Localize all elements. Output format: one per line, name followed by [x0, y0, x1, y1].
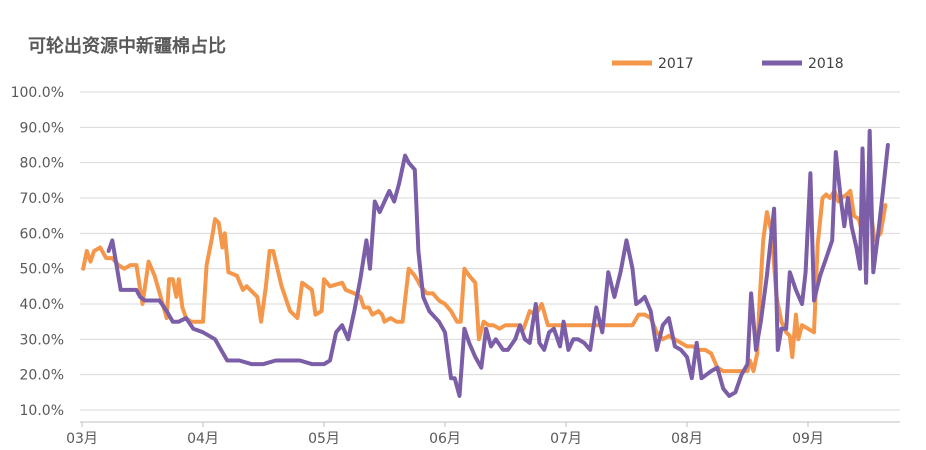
legend-label-2018: 2018 [808, 56, 844, 72]
x-axis-ticks: 03月 04月 05月 06月 07月 08月 09月 [66, 422, 824, 447]
gridlines [80, 91, 900, 411]
x-tick-label: 07月 [550, 431, 582, 447]
y-tick-label: 30.0% [20, 332, 64, 348]
x-tick-label: 08月 [671, 431, 703, 447]
y-tick-label: 20.0% [20, 368, 64, 384]
y-tick-label: 60.0% [20, 226, 64, 242]
x-tick-label: 03月 [66, 431, 98, 447]
y-tick-label: 100.0% [11, 85, 64, 101]
x-tick-label: 04月 [187, 431, 219, 447]
legend: 2017 2018 [612, 56, 844, 72]
y-tick-label: 90.0% [20, 120, 64, 136]
y-tick-label: 80.0% [20, 156, 64, 172]
y-tick-label: 50.0% [20, 262, 64, 278]
y-tick-label: 40.0% [20, 297, 64, 313]
y-axis-ticks: 100.0% 90.0% 80.0% 70.0% 60.0% 50.0% 40.0% 30.0… [11, 85, 64, 419]
x-tick-label: 05月 [308, 431, 340, 447]
legend-label-2017: 2017 [658, 56, 694, 72]
x-tick-label: 09月 [792, 431, 824, 447]
x-tick-label: 06月 [429, 431, 461, 447]
series-lines [81, 128, 890, 398]
chart-title: 可轮出资源中新疆棉占比 [28, 35, 226, 57]
series-line-2018 [106, 128, 890, 398]
y-tick-label: 70.0% [20, 191, 64, 207]
y-tick-label: 10.0% [20, 403, 64, 419]
